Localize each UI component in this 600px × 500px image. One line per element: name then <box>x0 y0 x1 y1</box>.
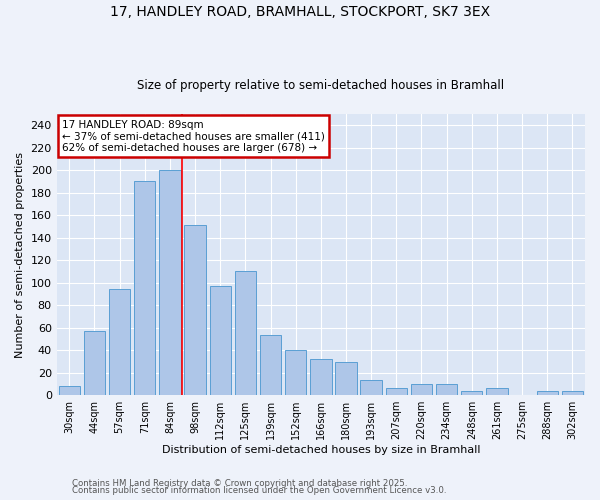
Bar <box>59 386 80 395</box>
Text: Contains HM Land Registry data © Crown copyright and database right 2025.: Contains HM Land Registry data © Crown c… <box>72 478 407 488</box>
Bar <box>335 362 356 395</box>
Text: Contains public sector information licensed under the Open Government Licence v3: Contains public sector information licen… <box>72 486 446 495</box>
Bar <box>361 380 382 395</box>
Text: 17 HANDLEY ROAD: 89sqm
← 37% of semi-detached houses are smaller (411)
62% of se: 17 HANDLEY ROAD: 89sqm ← 37% of semi-det… <box>62 120 325 153</box>
Bar <box>159 170 181 395</box>
Bar <box>461 390 482 395</box>
Bar <box>184 226 206 395</box>
Title: Size of property relative to semi-detached houses in Bramhall: Size of property relative to semi-detach… <box>137 79 505 92</box>
Bar <box>386 388 407 395</box>
Bar <box>260 336 281 395</box>
Bar <box>436 384 457 395</box>
Bar <box>134 182 155 395</box>
Bar <box>109 290 130 395</box>
Bar <box>285 350 307 395</box>
Y-axis label: Number of semi-detached properties: Number of semi-detached properties <box>15 152 25 358</box>
Bar <box>84 331 105 395</box>
Bar <box>235 272 256 395</box>
Bar <box>209 286 231 395</box>
Bar <box>536 390 558 395</box>
Bar <box>486 388 508 395</box>
Bar <box>411 384 432 395</box>
Bar <box>562 390 583 395</box>
X-axis label: Distribution of semi-detached houses by size in Bramhall: Distribution of semi-detached houses by … <box>161 445 480 455</box>
Text: 17, HANDLEY ROAD, BRAMHALL, STOCKPORT, SK7 3EX: 17, HANDLEY ROAD, BRAMHALL, STOCKPORT, S… <box>110 5 490 19</box>
Bar <box>310 359 332 395</box>
